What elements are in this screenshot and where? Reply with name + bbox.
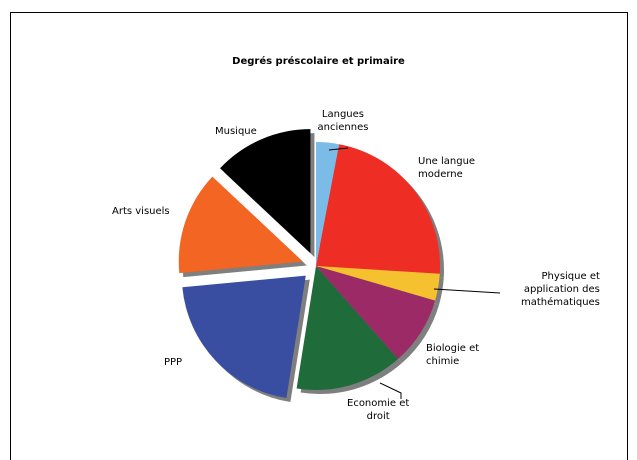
slice-label-line: Physique et (541, 271, 600, 282)
slice-label-line: Une langue (418, 156, 476, 167)
slice-label-line: application des (523, 284, 600, 295)
slice-label-physique-et-application-des-mathematiques: Physique et application des mathématiques (521, 270, 600, 309)
slice-ppp (182, 275, 306, 399)
slice-label-line: droit (366, 411, 390, 422)
slice-label-line: Economie et (347, 398, 410, 409)
slice-label-line: anciennes (317, 122, 369, 133)
slice-label-langues-anciennes: Langues anciennes (318, 108, 369, 134)
chart-title: Degrés préscolaire et primaire (232, 56, 405, 67)
slice-physique-et-application-des-mathematiques (316, 266, 440, 301)
slice-label-arts-visuels: Arts visuels (112, 205, 170, 218)
leader-line-physique-et-application-des-mathematiques (433, 288, 501, 294)
slice-label-line: moderne (418, 169, 463, 180)
slice-label-line: mathématiques (521, 297, 600, 308)
slice-label-une-langue-moderne: Une langue moderne (418, 155, 475, 181)
slice-label-line: Arts visuels (112, 206, 170, 217)
slice-label-musique: Musique (215, 125, 257, 138)
slices (178, 129, 441, 399)
slice-biologie-et-chimie (316, 266, 436, 360)
slice-label-ppp: PPP (164, 356, 182, 369)
slice-label-line: PPP (164, 357, 183, 368)
slice-label-economie-et-droit: Economie et droit (347, 397, 409, 423)
slice-label-line: Langues (321, 109, 365, 120)
slice-economie-et-droit (296, 266, 398, 390)
slice-label-line: chimie (426, 356, 460, 367)
leader-line-langues-anciennes (328, 147, 349, 151)
slice-langues-anciennes (316, 142, 340, 266)
slice-label-line: Biologie et (426, 343, 480, 354)
slice-label-biologie-et-chimie: Biologie et chimie (426, 342, 479, 368)
leader-line-economie-et-droit (379, 382, 402, 399)
slice-une-langue-moderne (316, 144, 441, 274)
slice-musique (220, 129, 311, 254)
slice-label-line: Musique (215, 126, 257, 137)
slice-arts-visuels (178, 176, 303, 274)
